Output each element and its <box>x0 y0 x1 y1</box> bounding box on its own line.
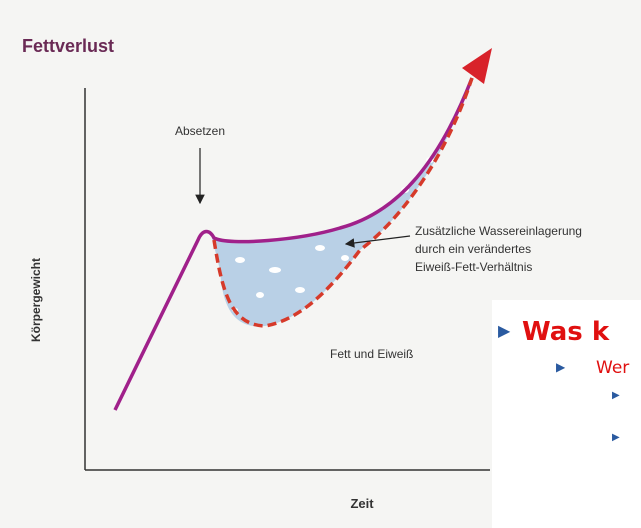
svg-text:▶: ▶ <box>612 432 620 443</box>
annotation-water: Zusätzliche Wassereinlagerung <box>415 224 582 238</box>
water-arrow <box>344 235 411 248</box>
y-axis-label: Körpergewicht <box>29 258 43 342</box>
arrow-head <box>462 48 492 84</box>
annotation-water: Eiweiß-Fett-Verhältnis <box>415 260 532 274</box>
weight-curve <box>113 77 474 411</box>
slide-bullet: Wer <box>596 358 629 378</box>
x-axis-label: Zeit <box>350 496 374 511</box>
figure-title: Fettverlust <box>22 36 114 56</box>
water-area <box>212 80 470 327</box>
svg-text:▶: ▶ <box>498 321 511 340</box>
slide-panel <box>492 300 641 528</box>
annotation-water: durch ein verändertes <box>415 242 531 256</box>
bullets: ▶ ▶ ▶ ▶ <box>498 321 620 443</box>
annotation-start: Absetzen <box>175 124 225 138</box>
fat-curve <box>212 77 474 328</box>
slide-heading: Was k <box>522 317 610 347</box>
svg-text:▶: ▶ <box>612 390 620 401</box>
svg-text:▶: ▶ <box>556 360 566 374</box>
annotation-tissue: Fett und Eiweiß <box>330 347 413 361</box>
